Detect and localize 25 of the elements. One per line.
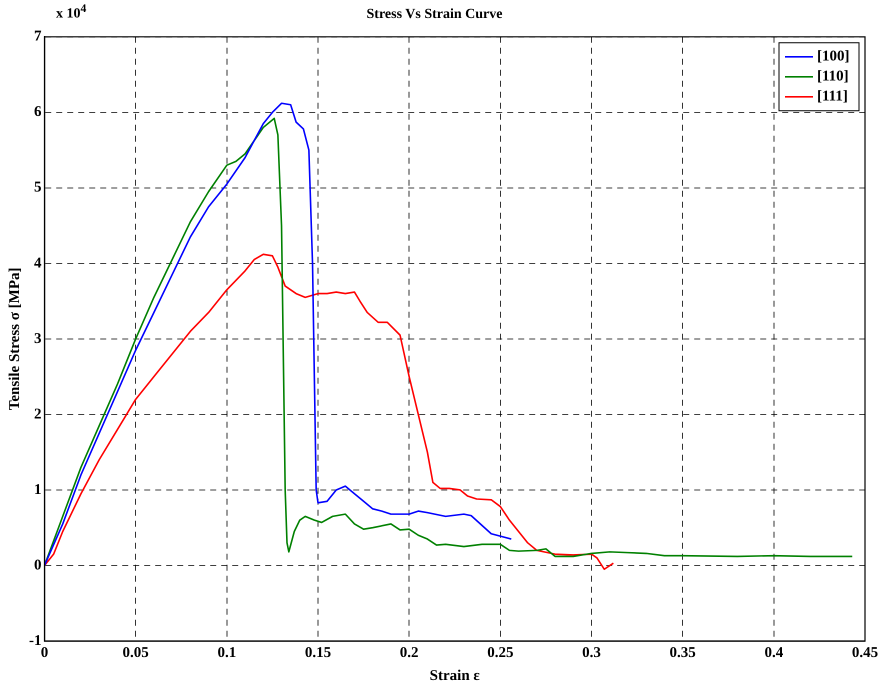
y-tick-label: 6 <box>34 104 42 120</box>
y-tick-label: 4 <box>34 255 42 272</box>
x-tick-label: 0.35 <box>670 644 696 661</box>
y-tick-label: 3 <box>34 330 42 347</box>
x-tick-label: 0.2 <box>400 644 419 661</box>
text: x 10$^{4}$ <box>56 2 86 23</box>
y-tick-label: 1 <box>34 482 42 498</box>
y-tick-label: 2 <box>34 406 42 422</box>
x-tick-label: 0.15 <box>304 644 332 661</box>
chart-title: Stress Vs Strain Curve <box>366 7 502 22</box>
x-tick-label: 0.3 <box>582 644 601 661</box>
x-tick-label: 0.45 <box>852 644 878 661</box>
y-tick-label: 5 <box>34 180 42 196</box>
y-tick-label: 7 <box>34 28 42 45</box>
x-tick-label: 0.25 <box>487 644 514 661</box>
y-axis-title: Tensile Stress σ [MPa] <box>6 268 23 410</box>
x-tick-label: 0.1 <box>217 644 236 661</box>
x-tick-label: 0.4 <box>764 644 784 661</box>
legend-label: [111] <box>817 88 848 105</box>
y-tick-label: -1 <box>28 632 42 649</box>
legend-label: [100] <box>817 48 850 65</box>
legend-label: [110] <box>817 68 849 85</box>
x-axis-title: Strain ε <box>430 668 480 684</box>
x-tick-label: 0.05 <box>122 644 149 661</box>
y-tick-label: 0 <box>34 557 42 574</box>
